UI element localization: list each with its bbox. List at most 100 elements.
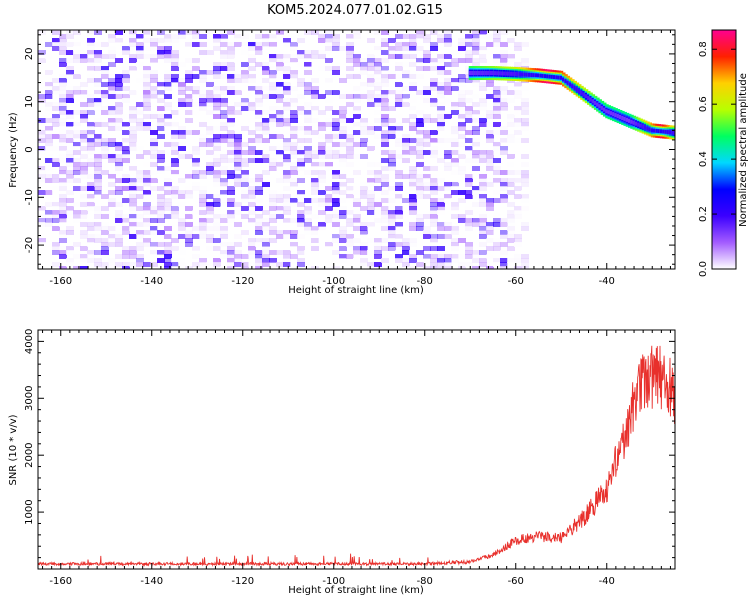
heatmap-cell — [381, 70, 389, 75]
heatmap-cell — [290, 110, 298, 115]
spectrogram-xtick-label: -80 — [417, 276, 433, 287]
heatmap-cell — [325, 38, 333, 43]
heatmap-cell — [339, 114, 347, 119]
heatmap-cell — [465, 158, 473, 163]
heatmap-cell — [486, 198, 494, 203]
heatmap-cell — [451, 142, 459, 147]
heatmap-cell — [199, 218, 207, 223]
heatmap-cell — [458, 134, 466, 139]
heatmap-cell — [339, 234, 347, 239]
heatmap-cell — [136, 170, 144, 175]
heatmap-cell — [87, 182, 95, 187]
heatmap-cell — [409, 42, 417, 47]
heatmap-cell — [346, 74, 354, 79]
spectrogram-ytick-label: -10 — [24, 189, 35, 205]
heatmap-cell — [59, 166, 67, 171]
heatmap-cell — [220, 98, 228, 103]
heatmap-cell — [367, 250, 375, 255]
heatmap-cell — [332, 134, 340, 139]
heatmap-cell — [87, 214, 95, 219]
heatmap-cell — [437, 254, 445, 259]
heatmap-cell — [493, 30, 501, 35]
heatmap-cell — [269, 46, 277, 51]
heatmap-cell — [276, 78, 284, 83]
heatmap-cell — [374, 242, 382, 247]
heatmap-cell — [381, 122, 389, 127]
heatmap-cell — [136, 234, 144, 239]
heatmap-cell — [66, 170, 74, 175]
heatmap-cell — [213, 126, 221, 131]
heatmap-cell — [185, 186, 193, 191]
heatmap-cell — [80, 58, 88, 63]
heatmap-cell — [122, 114, 130, 119]
heatmap-cell — [157, 90, 165, 95]
heatmap-cell — [73, 74, 81, 79]
heatmap-cell — [437, 30, 445, 35]
heatmap-cell — [346, 254, 354, 259]
heatmap-cell — [157, 114, 165, 119]
heatmap-cell — [297, 154, 305, 159]
heatmap-cell — [395, 94, 403, 99]
heatmap-cell — [297, 50, 305, 55]
heatmap-cell — [472, 30, 480, 35]
heatmap-cell — [101, 66, 109, 71]
heatmap-cell — [262, 226, 270, 231]
heatmap-cell — [213, 66, 221, 71]
heatmap-cell — [59, 214, 67, 219]
heatmap-cell — [101, 90, 109, 95]
heatmap-cell — [241, 254, 249, 259]
heatmap-cell — [514, 138, 522, 143]
heatmap-cell — [248, 138, 256, 143]
heatmap-cell — [409, 202, 417, 207]
heatmap-cell — [493, 238, 501, 243]
heatmap-cell — [437, 38, 445, 43]
heatmap-cell — [444, 138, 452, 143]
heatmap-cell — [269, 70, 277, 75]
heatmap-cell — [381, 166, 389, 171]
heatmap-cell — [255, 230, 263, 235]
heatmap-cell — [164, 102, 172, 107]
heatmap-cell — [269, 166, 277, 171]
heatmap-cell — [262, 242, 270, 247]
heatmap-cell — [66, 122, 74, 127]
heatmap-cell — [402, 246, 410, 251]
heatmap-cell — [360, 234, 368, 239]
heatmap-cell — [122, 198, 130, 203]
heatmap-cell — [262, 150, 270, 155]
heatmap-cell — [479, 30, 487, 35]
heatmap-cell — [479, 118, 487, 123]
heatmap-cell — [388, 230, 396, 235]
heatmap-cell — [52, 146, 60, 151]
heatmap-cell — [178, 226, 186, 231]
heatmap-cell — [101, 194, 109, 199]
heatmap-cell — [192, 186, 200, 191]
heatmap-cell — [255, 134, 263, 139]
heatmap-cell — [136, 42, 144, 47]
heatmap-cell — [493, 198, 501, 203]
heatmap-cell — [157, 166, 165, 171]
heatmap-cell — [234, 242, 242, 247]
heatmap-cell — [73, 166, 81, 171]
heatmap-cell — [325, 90, 333, 95]
heatmap-cell — [192, 138, 200, 143]
heatmap-cell — [66, 150, 74, 155]
heatmap-cell — [220, 166, 228, 171]
heatmap-cell — [521, 42, 529, 47]
heatmap-cell — [311, 170, 319, 175]
heatmap-cell — [514, 254, 522, 259]
heatmap-cell — [122, 154, 130, 159]
heatmap-cell — [45, 90, 53, 95]
heatmap-cell — [430, 78, 438, 83]
heatmap-cell — [325, 166, 333, 171]
spectrogram-xtick-label: -60 — [508, 276, 524, 287]
heatmap-cell — [283, 106, 291, 111]
heatmap-cell — [486, 82, 494, 87]
heatmap-cell — [451, 254, 459, 259]
heatmap-cell — [339, 210, 347, 215]
heatmap-cell — [213, 198, 221, 203]
heatmap-cell — [150, 262, 158, 267]
signal-cell — [621, 115, 625, 120]
heatmap-cell — [325, 46, 333, 51]
heatmap-cell — [451, 158, 459, 163]
heatmap-cell — [437, 90, 445, 95]
